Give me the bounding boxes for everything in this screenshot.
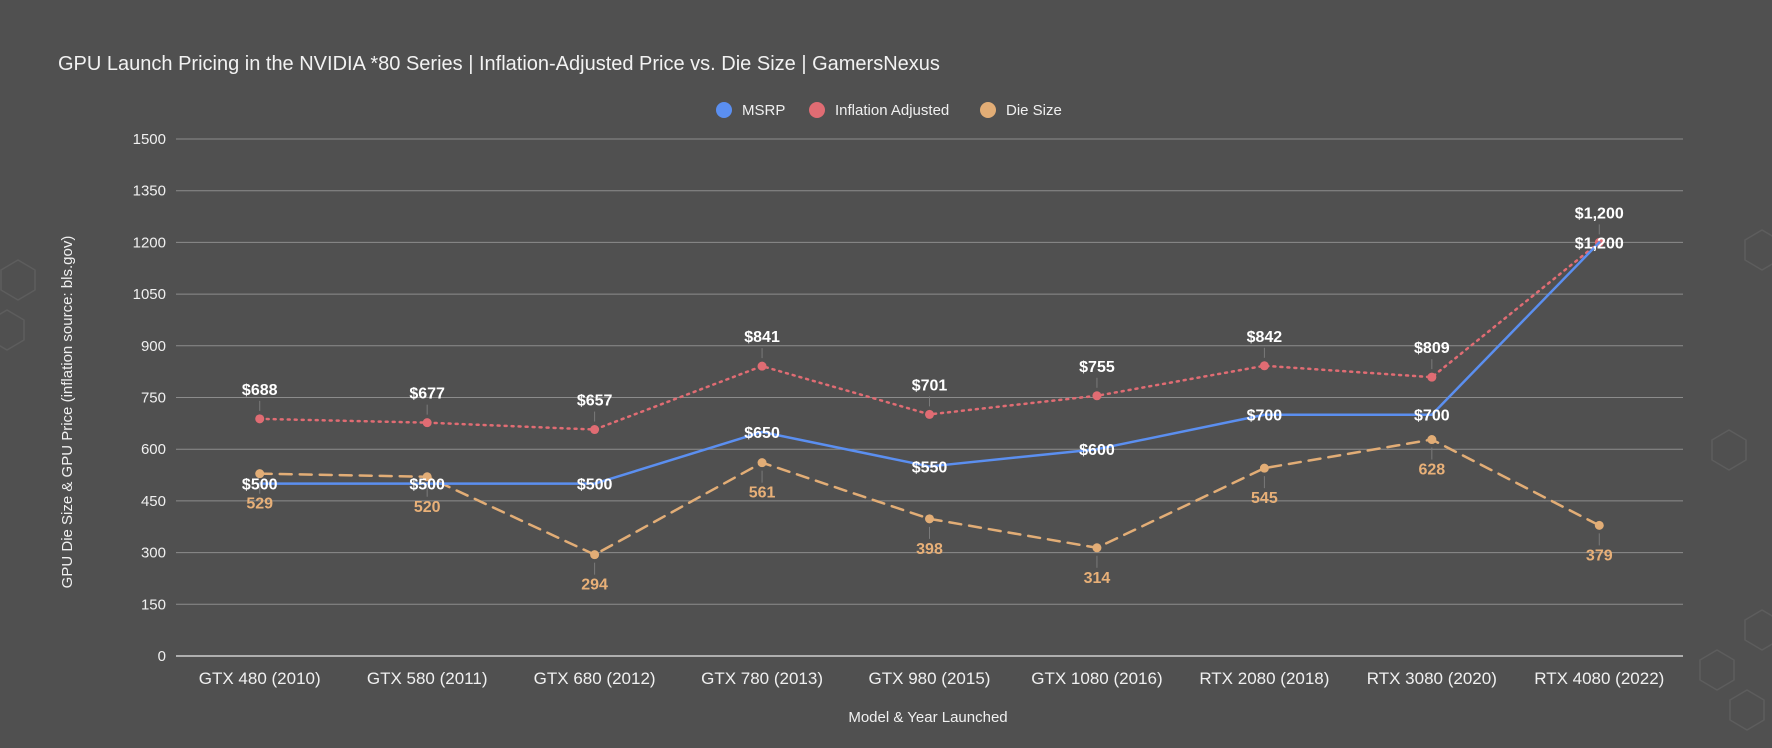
y-tick-label: 150	[141, 596, 166, 613]
data-point	[1427, 435, 1437, 445]
data-point	[255, 414, 265, 424]
y-tick-label: 900	[141, 338, 166, 355]
die-size-data-label: 379	[1586, 547, 1613, 564]
chart-title: GPU Launch Pricing in the NVIDIA *80 Ser…	[58, 53, 940, 75]
y-tick-label: 750	[141, 390, 166, 407]
msrp-data-label: $650	[744, 425, 780, 442]
inflation-data-label: $701	[912, 377, 948, 394]
msrp-data-label: $700	[1247, 408, 1283, 425]
data-point	[757, 361, 767, 371]
x-tick-label: RTX 4080 (2022)	[1534, 669, 1664, 688]
msrp-data-label: $1,200	[1575, 235, 1624, 252]
legend-label: Inflation Adjusted	[835, 102, 949, 119]
series-line-1	[258, 241, 1601, 485]
legend: MSRP Inflation Adjusted Die Size	[716, 102, 1062, 119]
x-tick-label: RTX 3080 (2020)	[1367, 669, 1497, 688]
series-layer	[255, 237, 1604, 560]
die-size-data-label: 529	[246, 496, 273, 513]
data-point	[1092, 543, 1102, 553]
data-labels: $688 $677 $657 $841 $701 $755 $842 $809 $1,200 $5…	[242, 205, 1624, 593]
data-point	[757, 458, 767, 468]
inflation-data-label: $842	[1247, 329, 1283, 346]
die-size-data-label: 398	[916, 541, 943, 558]
msrp-data-label: $700	[1414, 408, 1450, 425]
y-tick-label: 450	[141, 493, 166, 510]
y-tick-label: 1500	[133, 131, 166, 148]
legend-marker-3	[980, 102, 996, 118]
die-size-data-label: 294	[581, 577, 608, 594]
background-hex-pattern	[0, 229, 1772, 731]
legend-marker-2	[809, 102, 825, 118]
data-point	[925, 409, 934, 419]
x-tick-label: RTX 2080 (2018)	[1199, 669, 1329, 688]
msrp-data-label: $550	[912, 459, 948, 476]
data-point	[1427, 372, 1437, 382]
data-point	[1594, 520, 1604, 530]
msrp-data-label: $500	[577, 477, 613, 494]
x-tick-label: GTX 980 (2015)	[869, 669, 991, 688]
inflation-data-label: $677	[409, 386, 445, 403]
data-point	[590, 425, 600, 435]
inflation-data-label: $841	[744, 329, 780, 346]
die-size-data-label: 520	[414, 499, 441, 516]
die-size-data-label: 561	[749, 485, 776, 502]
x-axis-ticks: GTX 480 (2010) GTX 580 (2011) GTX 680 (201…	[199, 669, 1665, 688]
x-tick-label: GTX 480 (2010)	[199, 669, 321, 688]
data-point	[925, 514, 934, 524]
die-size-data-label: 545	[1251, 490, 1278, 507]
msrp-data-label: $600	[1079, 442, 1115, 459]
x-axis-title: Model & Year Launched	[848, 709, 1007, 726]
data-point	[590, 550, 600, 560]
x-tick-label: GTX 580 (2011)	[367, 669, 488, 688]
x-tick-label: GTX 680 (2012)	[534, 669, 656, 688]
grid-lines	[176, 138, 1683, 657]
legend-label: MSRP	[742, 102, 785, 119]
inflation-data-label: $755	[1079, 359, 1115, 376]
data-point	[1259, 463, 1269, 473]
y-tick-label: 1350	[133, 183, 166, 200]
inflation-data-label: $809	[1414, 340, 1450, 357]
y-tick-label: 600	[141, 441, 166, 458]
legend-label: Die Size	[1006, 102, 1062, 119]
x-tick-label: GTX 1080 (2016)	[1031, 669, 1162, 688]
data-point	[255, 469, 265, 479]
data-point	[422, 472, 432, 482]
data-point	[422, 418, 432, 428]
y-axis-ticks: 0 150 300 450 600 750 900 1050 1200 1350 1500	[133, 131, 166, 665]
y-tick-label: 1200	[133, 234, 166, 251]
inflation-data-label: $1,200	[1575, 205, 1624, 222]
y-tick-label: 300	[141, 545, 166, 562]
die-size-data-label: 314	[1084, 570, 1111, 587]
y-tick-label: 1050	[133, 286, 166, 303]
inflation-data-label: $657	[577, 393, 613, 410]
inflation-data-label: $688	[242, 382, 278, 399]
data-point	[1259, 361, 1269, 371]
x-tick-label: GTX 780 (2013)	[701, 669, 823, 688]
die-size-data-label: 628	[1418, 462, 1445, 479]
y-axis-title: GPU Die Size & GPU Price (inflation sour…	[59, 236, 76, 589]
data-point	[1092, 391, 1102, 401]
legend-marker-1	[716, 102, 732, 118]
y-tick-label: 0	[158, 648, 166, 665]
